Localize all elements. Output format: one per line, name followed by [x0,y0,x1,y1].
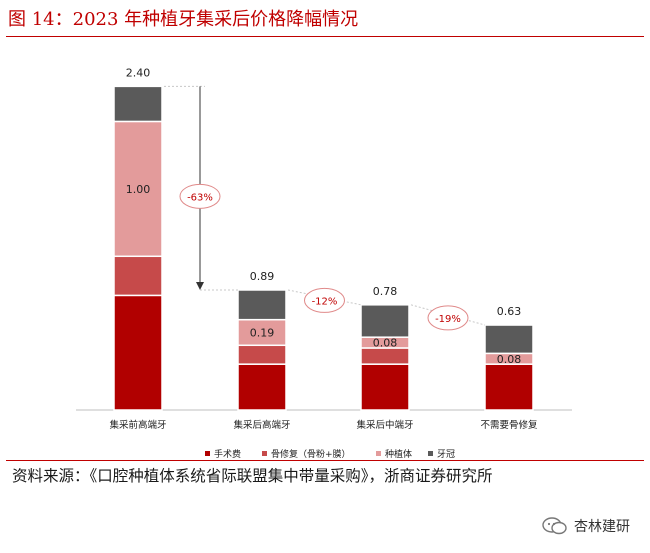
annotation-label-1: -12% [312,296,338,307]
total-label-2: 0.78 [373,285,398,298]
total-label-1: 0.89 [250,270,275,283]
category-label-3: 不需要骨修复 [480,419,538,431]
bar-segment-1-1 [237,344,287,365]
annotation-label-2: -19% [435,314,461,325]
bar-segment-1-3 [237,289,287,321]
legend-label-3: 牙冠 [437,449,455,458]
watermark: 杏林建研 [542,516,630,536]
annotation-bubble-2 [427,305,469,331]
segment-label-0: 1.00 [126,183,151,196]
chart-title: 图 14：2023 年种植牙集采后价格降幅情况 [8,9,359,30]
source-divider [6,460,644,461]
drop-arrowhead-0 [196,281,204,290]
legend-swatch-0 [205,451,210,456]
bar-segment-0-0 [113,294,163,411]
legend-swatch-3 [428,451,433,456]
annotation-bubble-1 [304,287,345,313]
segment-label-1: 0.19 [250,326,275,339]
category-label-1: 集采后高端牙 [233,419,290,431]
bar-segment-2-1 [360,347,410,365]
category-label-0: 集采前高端牙 [109,419,166,431]
stacked-bar-chart: 2.40 集采前高端牙 0.89 集采后高端牙 0.78 集采后中端牙 0.63 不需要骨修复… [76,66,572,458]
guide-line-2 [410,304,486,326]
legend-label-2: 种植体 [385,448,412,458]
bar-segment-1-0 [237,363,287,411]
segment-label-2: 0.08 [373,337,398,350]
legend-label-1: 骨修复（骨粉+膜） [271,448,351,458]
bar-segment-2-3 [360,304,410,338]
bar-segment-3-3 [484,324,534,355]
legend-label-0: 手术费 [214,448,241,458]
bar-segment-0-1 [113,255,163,297]
annotation-bubble-0 [179,183,221,209]
legend-swatch-1 [262,451,267,456]
bar-segment-0-3 [113,85,163,123]
wechat-icon [542,517,567,535]
bar-segment-0-2 [113,120,163,258]
bar-segment-3-0 [484,363,534,411]
total-label-3: 0.63 [497,305,522,318]
watermark-text: 杏林建研 [574,519,630,535]
annotation-label-0: -63% [187,192,213,203]
title-divider [6,36,644,37]
legend-swatch-2 [376,451,381,456]
source-note: 资料来源：《口腔种植体系统省际联盟集中带量采购》，浙商证券研究所 [12,467,493,485]
total-label-0: 2.40 [126,66,151,79]
segment-label-3: 0.08 [497,353,522,366]
category-label-2: 集采后中端牙 [356,419,413,431]
bar-segment-2-0 [360,363,410,411]
bar-segment-1-2 [237,318,287,347]
